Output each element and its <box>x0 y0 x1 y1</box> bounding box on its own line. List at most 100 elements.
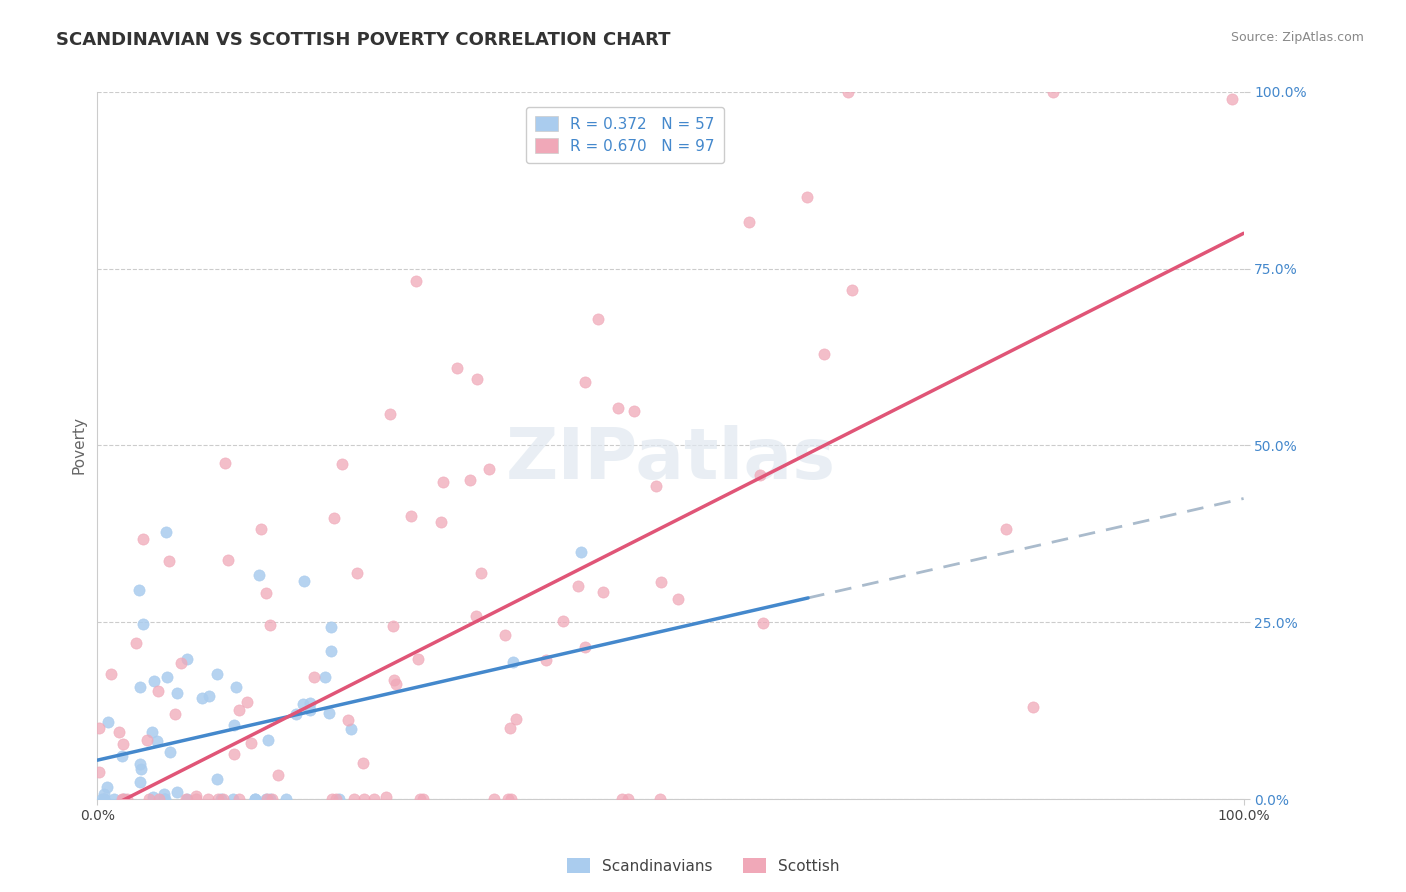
Point <box>574 640 596 654</box>
Point <box>153 792 176 806</box>
Point <box>112 792 135 806</box>
Point <box>499 792 522 806</box>
Point <box>650 575 672 590</box>
Point <box>569 545 592 559</box>
Point <box>115 792 138 806</box>
Point <box>499 721 522 735</box>
Point <box>96 780 118 794</box>
Point <box>197 792 219 806</box>
Point <box>323 511 346 525</box>
Point <box>319 620 342 634</box>
Point <box>412 792 434 806</box>
Point <box>332 457 354 471</box>
Point <box>174 792 197 806</box>
Point <box>318 706 340 720</box>
Point <box>93 792 115 806</box>
Point <box>225 680 247 694</box>
Point <box>994 522 1017 536</box>
Point <box>110 748 132 763</box>
Point <box>247 568 270 582</box>
Point <box>385 677 408 691</box>
Point <box>228 703 250 717</box>
Point <box>1220 92 1243 106</box>
Point <box>260 792 283 806</box>
Point <box>222 792 245 806</box>
Point <box>553 615 575 629</box>
Point <box>112 792 135 806</box>
Point <box>259 618 281 632</box>
Point <box>502 655 524 669</box>
Point <box>148 792 170 806</box>
Point <box>796 189 818 203</box>
Point <box>837 85 859 99</box>
Point <box>737 215 759 229</box>
Point <box>159 745 181 759</box>
Point <box>153 787 176 801</box>
Point <box>103 792 125 806</box>
Point <box>346 566 368 581</box>
Point <box>131 617 153 632</box>
Point <box>325 792 347 806</box>
Point <box>267 768 290 782</box>
Point <box>478 462 501 476</box>
Text: ZIPatlas: ZIPatlas <box>505 425 835 494</box>
Point <box>214 456 236 470</box>
Point <box>314 670 336 684</box>
Point <box>131 763 153 777</box>
Point <box>607 401 630 415</box>
Point <box>470 566 492 581</box>
Point <box>155 524 177 539</box>
Y-axis label: Poverty: Poverty <box>72 417 86 475</box>
Point <box>616 792 638 806</box>
Point <box>91 792 114 806</box>
Point <box>353 792 375 806</box>
Point <box>186 792 208 806</box>
Point <box>125 636 148 650</box>
Point <box>141 724 163 739</box>
Point <box>841 283 863 297</box>
Point <box>458 473 481 487</box>
Point <box>163 706 186 721</box>
Point <box>505 712 527 726</box>
Point <box>212 792 235 806</box>
Point <box>432 475 454 489</box>
Point <box>186 789 208 803</box>
Point <box>170 657 193 671</box>
Point <box>166 785 188 799</box>
Point <box>142 790 165 805</box>
Point <box>328 792 350 806</box>
Point <box>89 721 111 735</box>
Point <box>142 674 165 689</box>
Point <box>254 792 277 806</box>
Legend: R = 0.372   N = 57, R = 0.670   N = 97: R = 0.372 N = 57, R = 0.670 N = 97 <box>526 106 724 163</box>
Point <box>644 479 666 493</box>
Point <box>292 574 315 588</box>
Point <box>381 618 404 632</box>
Point <box>464 609 486 624</box>
Point <box>176 792 198 806</box>
Point <box>239 736 262 750</box>
Point <box>236 695 259 709</box>
Point <box>257 732 280 747</box>
Point <box>245 792 267 806</box>
Point <box>111 792 134 806</box>
Point <box>243 792 266 806</box>
Point <box>128 583 150 598</box>
Point <box>319 644 342 658</box>
Point <box>465 372 488 386</box>
Point <box>567 579 589 593</box>
Point <box>259 792 281 806</box>
Point <box>87 764 110 779</box>
Point <box>446 361 468 376</box>
Point <box>339 722 361 736</box>
Point <box>274 792 297 806</box>
Point <box>145 734 167 748</box>
Point <box>112 737 135 751</box>
Point <box>405 274 427 288</box>
Point <box>378 407 401 421</box>
Text: Source: ZipAtlas.com: Source: ZipAtlas.com <box>1230 31 1364 45</box>
Point <box>574 375 596 389</box>
Point <box>217 553 239 567</box>
Point <box>138 792 160 806</box>
Point <box>207 792 229 806</box>
